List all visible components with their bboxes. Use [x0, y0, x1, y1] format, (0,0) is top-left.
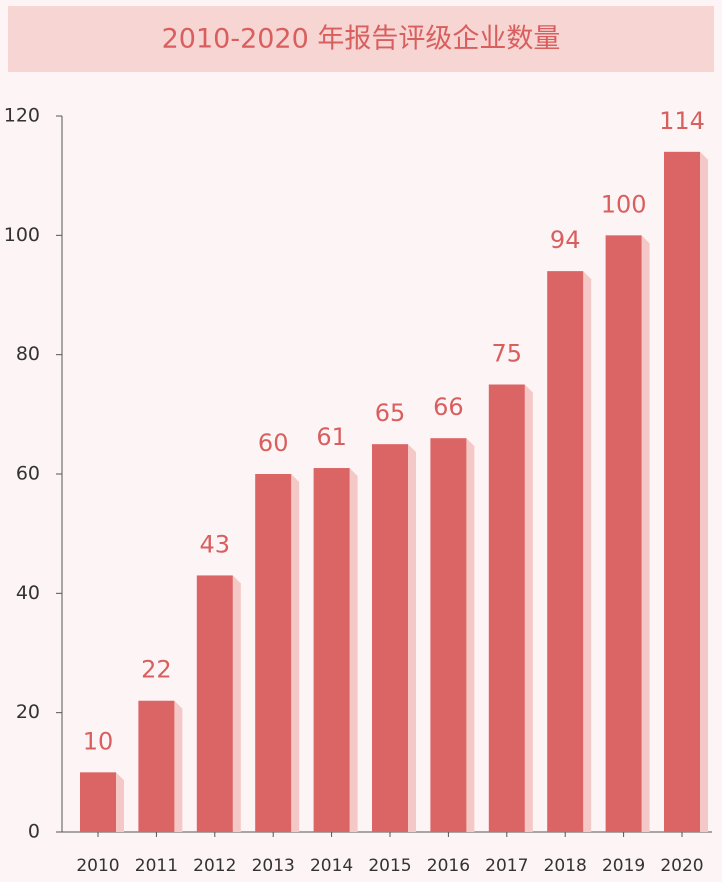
value-label: 100: [601, 190, 647, 218]
value-label: 65: [375, 399, 406, 427]
y-tick-label: 40: [16, 582, 40, 604]
x-tick-label: 2010: [76, 856, 119, 876]
y-tick-label: 100: [4, 224, 40, 246]
bar-shadow: [524, 384, 533, 832]
value-label: 114: [659, 107, 705, 135]
value-label: 94: [550, 226, 581, 254]
x-tick-label: 2020: [660, 856, 703, 876]
x-tick-label: 2014: [310, 856, 353, 876]
bar-shadow: [116, 772, 124, 832]
bar: [138, 700, 175, 832]
bar-shadow: [174, 700, 183, 832]
bar: [196, 575, 233, 832]
value-label: 43: [200, 530, 231, 558]
bar: [547, 271, 584, 833]
bar-shadow: [232, 575, 241, 832]
bar: [488, 384, 525, 832]
bar-shadow: [641, 235, 650, 833]
x-tick-label: 2019: [602, 856, 645, 876]
x-tick-label: 2015: [368, 856, 411, 876]
y-tick-label: 80: [16, 343, 40, 365]
y-tick-label: 0: [28, 821, 40, 843]
chart-title: 2010-2020 年报告评级企业数量: [162, 24, 561, 55]
bar: [605, 235, 642, 833]
x-tick-label: 2012: [193, 856, 236, 876]
bar-shadow: [408, 444, 416, 832]
value-label: 10: [83, 727, 114, 755]
bar: [430, 438, 467, 832]
title-banner: [8, 6, 714, 72]
bar-shadow: [466, 438, 475, 832]
y-tick-label: 120: [4, 105, 40, 127]
value-label: 60: [258, 429, 289, 457]
x-tick-label: 2018: [544, 856, 587, 876]
bar: [664, 151, 700, 833]
value-label: 22: [141, 656, 172, 684]
bar: [372, 444, 408, 832]
bar: [80, 772, 116, 832]
value-label: 66: [433, 393, 464, 421]
bar: [313, 468, 350, 832]
x-tick-label: 2017: [485, 856, 528, 876]
bar-shadow: [583, 271, 592, 833]
x-tick-label: 2016: [427, 856, 470, 876]
bar-shadow: [349, 468, 358, 832]
bar-shadow: [700, 151, 708, 833]
bar-shadow: [291, 474, 300, 832]
y-tick-label: 60: [16, 463, 40, 485]
value-label: 61: [316, 423, 347, 451]
value-label: 75: [492, 340, 523, 368]
x-tick-label: 2011: [135, 856, 178, 876]
bar: [255, 474, 292, 832]
x-tick-label: 2013: [252, 856, 295, 876]
y-tick-label: 20: [16, 701, 40, 723]
